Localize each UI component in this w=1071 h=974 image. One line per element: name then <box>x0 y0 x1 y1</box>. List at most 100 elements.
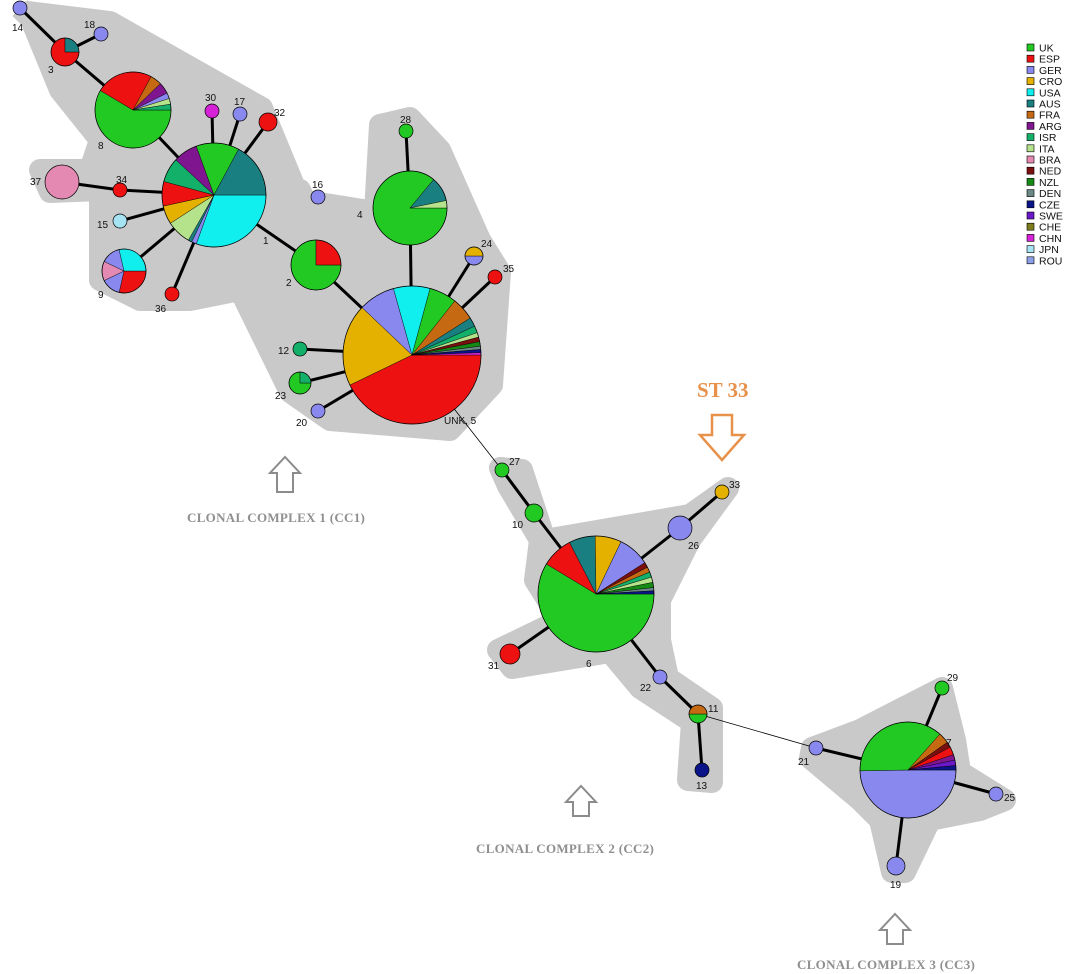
st33-highlight: ST 33 <box>697 378 749 462</box>
slice-10-uk <box>525 504 543 522</box>
cc2-caption: CLONAL COMPLEX 2 (CC2) <box>476 841 654 856</box>
legend-swatch-isr <box>1026 133 1035 141</box>
legend-swatch-ned <box>1026 166 1035 175</box>
node-outline-31 <box>499 643 521 665</box>
legend-swatch-chn <box>1026 234 1035 242</box>
node-st-13 <box>694 762 710 778</box>
node-outline-15 <box>112 213 128 229</box>
legend-label-cro: CRO <box>1039 76 1062 88</box>
node-st-12 <box>292 341 308 357</box>
node-label-36: 36 <box>155 304 167 315</box>
legend-swatch-cro <box>1026 77 1035 85</box>
node-outline-11 <box>688 704 708 724</box>
slice-13-cze <box>695 763 709 777</box>
node-outline-3 <box>50 37 80 67</box>
cc3-up-arrow-icon <box>877 912 913 945</box>
legend-label-fra: FRA <box>1039 110 1060 122</box>
node-st-5 <box>342 285 482 425</box>
legend-label-chn: CHN <box>1039 233 1062 245</box>
node-outline-26 <box>667 515 693 541</box>
node-st-20 <box>310 403 326 419</box>
node-st-33 <box>714 484 730 500</box>
node-outline-12 <box>292 341 308 357</box>
legend-swatch-usa <box>1026 88 1035 97</box>
legend-swatch-nzl <box>1026 178 1035 186</box>
node-label-23: 23 <box>275 391 287 402</box>
node-st-2 <box>290 239 342 291</box>
slice-35-esp <box>488 270 502 284</box>
slice-28-uk <box>399 124 413 138</box>
cc3-caption-group: CLONAL COMPLEX 3 (CC3) <box>797 912 975 972</box>
node-outline-27 <box>494 462 510 478</box>
legend-swatch-cze <box>1026 200 1035 209</box>
node-outline-6 <box>537 535 655 653</box>
node-label-28: 28 <box>400 115 412 126</box>
slice-32-esp <box>259 113 277 131</box>
node-outline-10 <box>524 503 544 523</box>
legend-label-nzl: NZL <box>1039 177 1059 189</box>
node-label-18: 18 <box>84 20 96 31</box>
legend-swatch-aus <box>1026 99 1035 108</box>
legend-label-uk: UK <box>1039 43 1054 55</box>
node-st-25 <box>988 786 1004 802</box>
node-label-20: 20 <box>296 418 308 429</box>
slice-19-ger <box>887 857 905 875</box>
slice-34-esp <box>113 183 127 197</box>
node-outline-17 <box>232 106 248 122</box>
slice-21-ger <box>809 741 823 755</box>
legend-label-swe: SWE <box>1039 211 1063 223</box>
node-label-24: 24 <box>481 239 493 250</box>
node-st-23 <box>288 371 312 395</box>
cc1-caption-group: CLONAL COMPLEX 1 (CC1) <box>187 455 365 525</box>
node-outline-28 <box>398 123 414 139</box>
node-st-18 <box>93 26 109 42</box>
node-st-4 <box>372 170 448 246</box>
slice-12-isr <box>293 342 307 356</box>
node-st-6 <box>537 535 655 653</box>
node-label-11: 11 <box>708 704 719 715</box>
legend-label-ita: ITA <box>1039 143 1055 155</box>
node-outline-22 <box>652 669 668 685</box>
node-label-22: 22 <box>640 683 652 694</box>
node-st-10 <box>524 503 544 523</box>
node-label-27: 27 <box>509 457 521 468</box>
node-st-37 <box>44 164 80 200</box>
node-outline-19 <box>886 856 906 876</box>
node-outline-33 <box>714 484 730 500</box>
node-label-35: 35 <box>503 264 515 275</box>
slice-14-ger <box>13 1 27 15</box>
node-st-31 <box>499 643 521 665</box>
node-label-3: 3 <box>48 65 54 76</box>
slice-17-ger <box>233 107 247 121</box>
node-outline-14 <box>12 0 28 16</box>
node-outline-5 <box>342 285 482 425</box>
node-outline-21 <box>808 740 824 756</box>
cc3-caption: CLONAL COMPLEX 3 (CC3) <box>797 957 975 972</box>
legend-swatch-jpn <box>1026 245 1035 253</box>
legend-label-esp: ESP <box>1039 54 1060 66</box>
slice-29-uk <box>935 681 949 695</box>
cc2-up-arrow-icon <box>563 784 599 817</box>
legend-label-usa: USA <box>1039 87 1061 99</box>
legend-label-cze: CZE <box>1039 199 1060 211</box>
node-label-1: 1 <box>263 236 269 247</box>
slice-31-esp <box>500 644 520 664</box>
node-outline-1 <box>161 142 267 248</box>
node-outline-18 <box>93 26 109 42</box>
node-st-29 <box>934 680 950 696</box>
cc1-up-arrow-icon <box>267 455 303 493</box>
node-st-8 <box>94 71 172 149</box>
legend-swatch-ger <box>1026 66 1035 74</box>
slice-37-bra <box>45 165 79 199</box>
node-st-32 <box>258 112 278 132</box>
legend-swatch-rou <box>1026 256 1035 265</box>
slice-15-jpn <box>113 214 127 228</box>
st33-down-arrow-icon <box>697 413 747 462</box>
node-outline-35 <box>487 269 503 285</box>
node-outline-29 <box>934 680 950 696</box>
node-st-27 <box>494 462 510 478</box>
node-label-31: 31 <box>488 661 500 672</box>
slice-36-esp <box>165 287 179 301</box>
nodes-layer <box>12 0 1004 876</box>
